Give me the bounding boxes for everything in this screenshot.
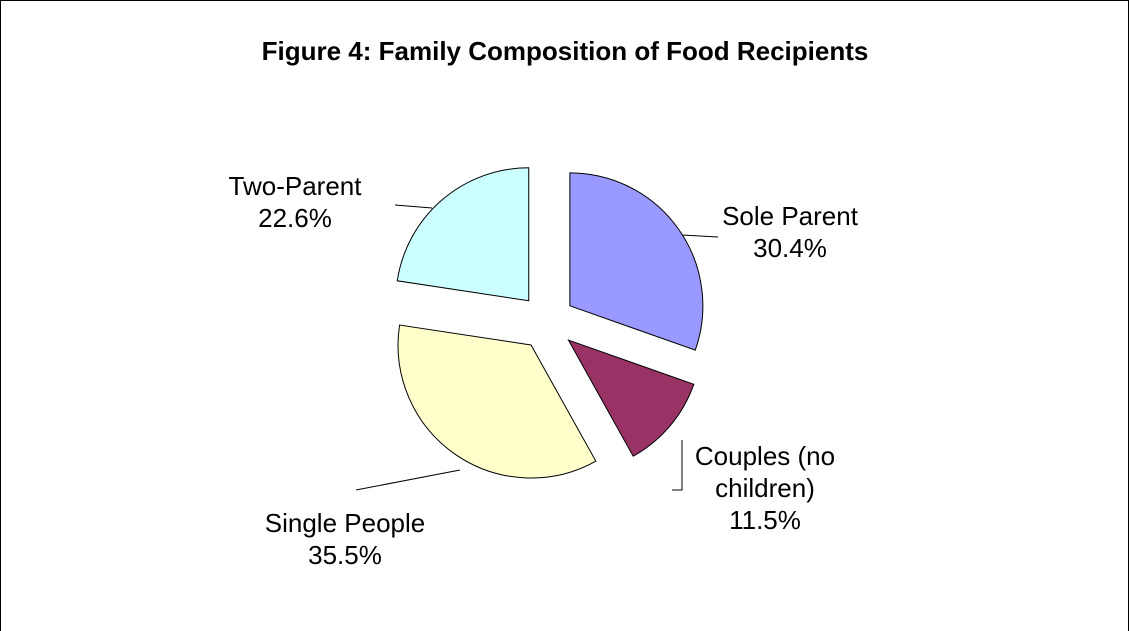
value-label: 11.5%	[729, 505, 801, 535]
leader-line	[394, 204, 433, 209]
pie-slice	[567, 339, 695, 457]
pie-slice	[569, 172, 704, 351]
slice-label: Two-Parent 22.6%	[200, 170, 390, 234]
pie-slice	[397, 324, 597, 479]
slice-label: Sole Parent 30.4%	[720, 200, 860, 264]
category-label: Two-Parent	[228, 171, 362, 201]
value-label: 30.4%	[753, 233, 827, 263]
value-label: 22.6%	[258, 203, 332, 233]
category-label: Single People	[264, 508, 426, 538]
leader-line	[681, 234, 719, 238]
value-label: 35.5%	[308, 540, 382, 570]
pie-slice	[396, 167, 530, 302]
leader-line	[672, 440, 683, 491]
slice-label: Single People 35.5%	[230, 507, 460, 571]
category-label: Couples (no children)	[694, 441, 836, 503]
slice-label: Couples (no children) 11.5%	[655, 440, 875, 536]
chart-title: Figure 4: Family Composition of Food Rec…	[261, 36, 869, 66]
category-label: Sole Parent	[722, 201, 858, 231]
leader-line	[355, 469, 461, 491]
